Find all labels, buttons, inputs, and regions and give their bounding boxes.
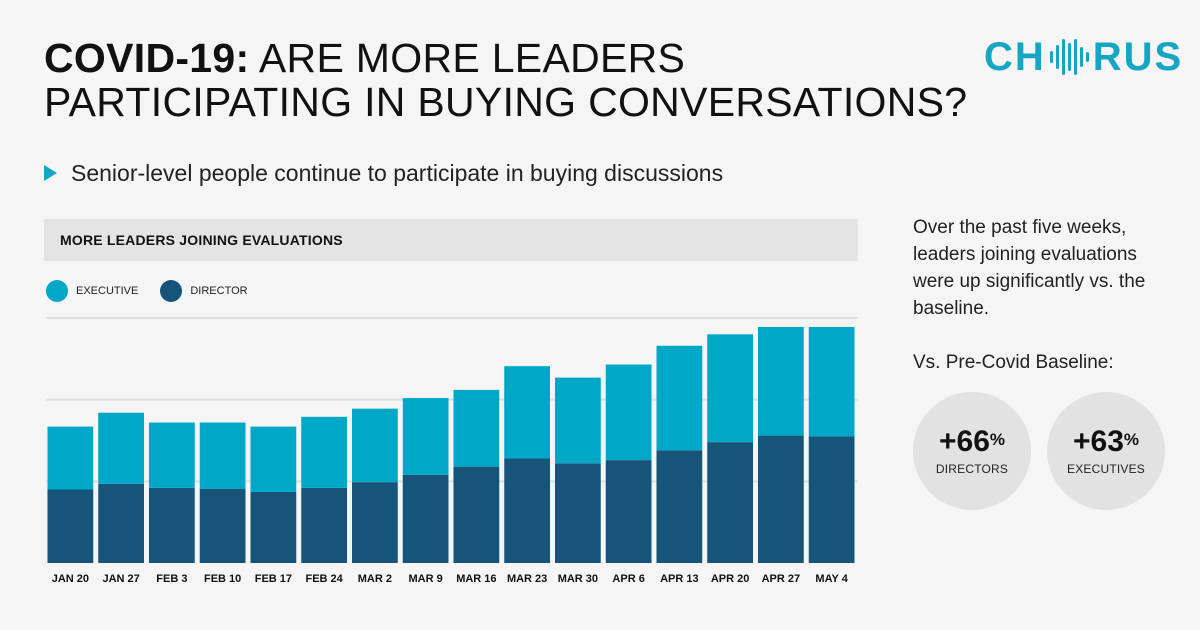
x-tick-label-6: MAR 2 [358,573,392,585]
legend-label-director: DIRECTOR [190,285,248,297]
x-tick-label-14: APR 27 [762,573,801,585]
chart-header: MORE LEADERS JOINING EVALUATIONS [44,219,858,261]
bar-director-12 [656,450,703,563]
bar-executive-7 [402,398,449,475]
x-tick-label-0: JAN 20 [52,573,89,585]
legend-item-director: DIRECTOR [160,280,248,302]
bar-executive-12 [656,345,703,451]
bar-executive-3 [199,422,246,489]
bar-executive-9 [504,366,550,459]
stat-value-directors: +66% [938,425,1005,458]
subtitle: Senior-level people continue to particip… [44,158,723,188]
x-tick-label-2: FEB 3 [156,573,187,585]
stat-label-directors: DIRECTORS [935,462,1009,476]
x-tick-label-4: FEB 17 [255,573,292,585]
bar-executive-11 [605,364,652,461]
bar-executive-2 [149,422,195,488]
x-tick-label-10: MAR 30 [558,573,598,585]
stat-label-executives: EXECUTIVES [1066,462,1146,476]
page-title: COVID-19: ARE MORE LEADERS PARTICIPATING… [44,36,967,124]
title-bold: COVID-19: [44,35,250,81]
x-tick-label-13: APR 20 [711,573,750,585]
baseline-label: Vs. Pre-Covid Baseline: [913,352,1114,373]
title-line2: PARTICIPATING IN BUYING CONVERSATIONS? [44,79,968,125]
x-tick-label-11: APR 6 [612,573,644,585]
bar-director-14 [758,435,804,563]
legend-label-executive: EXECUTIVE [76,285,139,297]
bar-director-3 [199,488,246,563]
x-tick-label-15: MAY 4 [815,573,848,585]
bar-director-15 [808,436,855,563]
x-tick-label-7: MAR 9 [409,573,443,585]
bar-director-0 [47,489,94,563]
chart-legend: EXECUTIVE DIRECTOR [46,280,248,302]
soundwave-icon [1049,37,1089,77]
bar-director-5 [301,487,347,563]
bar-director-2 [149,487,195,563]
bar-executive-14 [758,326,804,436]
bar-executive-10 [555,377,601,464]
bar-executive-4 [250,426,297,492]
bar-executive-0 [47,426,94,490]
x-tick-label-9: MAR 23 [507,573,547,585]
legend-swatch-director [160,280,183,302]
x-tick-label-8: MAR 16 [456,573,496,585]
legend-item-executive: EXECUTIVE [46,280,138,302]
side-description: Over the past five weeks, leaders joinin… [913,217,1146,319]
bar-director-1 [98,483,144,563]
bar-director-10 [555,463,601,563]
bar-director-7 [402,474,449,563]
chorus-logo: CH RUS [984,34,1184,79]
bar-executive-1 [98,412,144,484]
logo-text-left: CH [984,34,1046,79]
bar-executive-15 [808,326,855,437]
stat-circle-directors: +66% DIRECTORS [913,392,1031,510]
logo-text-right: RUS [1092,34,1184,79]
stacked-bar-chart: JAN 20 JAN 27 FEB 3 FEB 10 FEB 17 FEB 24 MAR 2… [46,317,858,585]
legend-swatch-executive [46,280,68,302]
bar-director-9 [504,458,550,563]
x-tick-label-5: FEB 24 [305,573,343,585]
bar-director-8 [453,466,500,563]
title-line1: ARE MORE LEADERS [258,35,686,81]
x-tick-label-12: APR 13 [660,573,699,585]
bar-director-11 [605,460,652,563]
stat-circle-executives: +63% EXECUTIVES [1047,392,1165,510]
chart-title: MORE LEADERS JOINING EVALUATIONS [60,232,343,248]
bar-director-4 [250,491,297,563]
stat-value-executives: +63% [1072,425,1139,458]
bar-director-13 [707,442,753,563]
bar-executive-5 [301,416,347,488]
subtitle-text: Senior-level people continue to particip… [71,159,724,186]
bar-director-6 [352,482,398,563]
x-tick-label-1: JAN 27 [102,573,139,585]
bar-executive-13 [707,334,753,443]
bar-executive-8 [453,389,500,467]
play-triangle-icon [44,165,57,181]
x-tick-label-3: FEB 10 [204,573,241,585]
bar-executive-6 [352,408,398,483]
